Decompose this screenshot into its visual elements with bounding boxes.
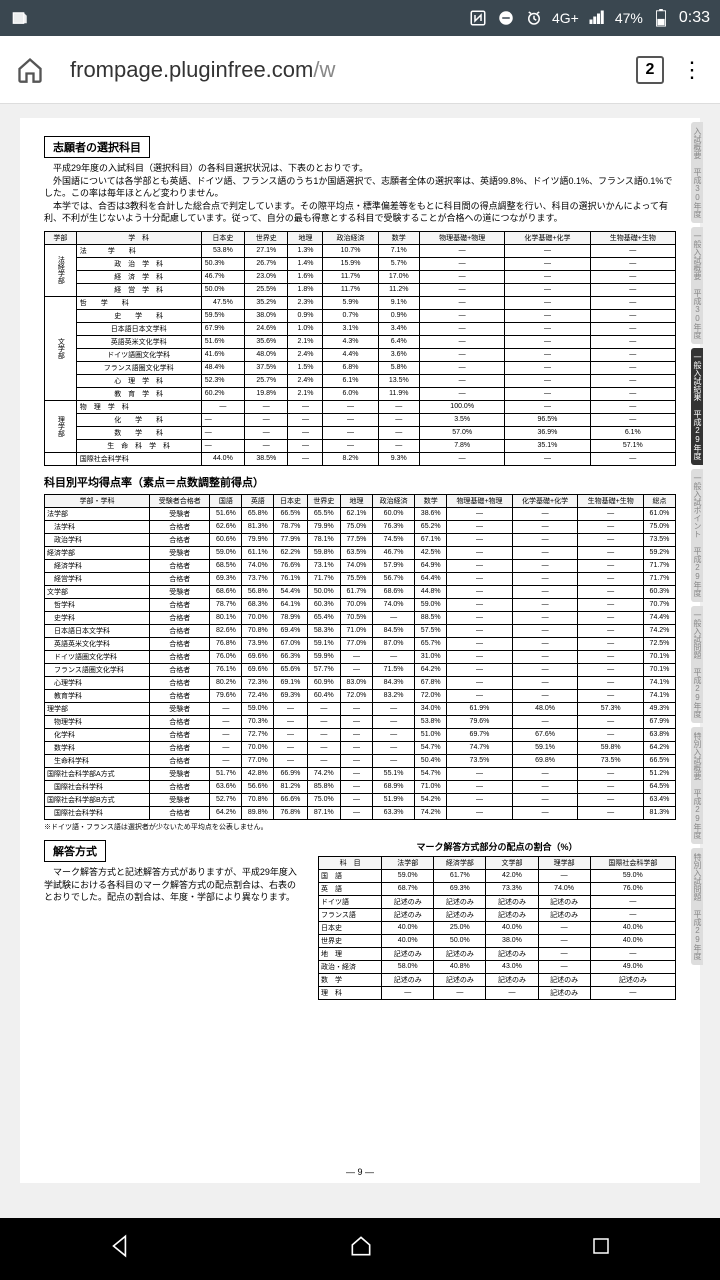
status-bar: 4G+ 47% 0:33 xyxy=(0,0,720,36)
webview[interactable]: 入試概要 平成30年度 一般入試概要 平成30年度 一般入試結果 平成29年度 … xyxy=(0,104,720,1218)
side-tab[interactable]: 特別入試問題 平成29年度 xyxy=(691,848,703,965)
network-type: 4G+ xyxy=(552,10,579,26)
side-tab[interactable]: 一般入試概要 平成30年度 xyxy=(691,227,703,344)
home-button[interactable] xyxy=(348,1233,374,1266)
side-tabs: 入試概要 平成30年度 一般入試概要 平成30年度 一般入試結果 平成29年度 … xyxy=(691,122,703,965)
clock: 0:33 xyxy=(679,9,710,27)
battery-icon xyxy=(651,8,671,28)
recent-button[interactable] xyxy=(589,1234,613,1265)
document-page: 入試概要 平成30年度 一般入試概要 平成30年度 一般入試結果 平成29年度 … xyxy=(20,118,700,1183)
signal-icon xyxy=(587,8,607,28)
menu-button[interactable]: ⋮ xyxy=(680,57,704,83)
table-selection: 学部学 科日本史世界史地理政治経済数学物理基礎+物理化学基礎+化学生物基礎+生物… xyxy=(44,231,676,466)
alarm-icon xyxy=(524,8,544,28)
battery-pct: 47% xyxy=(615,10,643,26)
system-nav xyxy=(0,1218,720,1280)
side-tab[interactable]: 一般入試問題 平成29年度 xyxy=(691,606,703,723)
nfc-icon xyxy=(468,8,488,28)
screenshot-icon xyxy=(10,8,30,28)
side-tab[interactable]: 特別入試概要 平成29年度 xyxy=(691,727,703,844)
intro-text: 平成29年度の入試科目（選択科目）の各科目選択状況は、下表のとおりです。 外国語… xyxy=(44,162,676,225)
section-3-title: 解答方式 xyxy=(44,840,106,862)
table-3-title: マーク解答方式部分の配点の割合（%） xyxy=(318,840,676,853)
side-tab[interactable]: 入試概要 平成30年度 xyxy=(691,122,703,223)
side-tab[interactable]: 一般入試ポイント 平成29年度 xyxy=(691,469,703,602)
browser-toolbar: frompage.pluginfree.com/w 2 ⋮ xyxy=(0,36,720,104)
side-tab-active[interactable]: 一般入試結果 平成29年度 xyxy=(691,348,703,465)
url-bar[interactable]: frompage.pluginfree.com/w xyxy=(60,53,620,87)
back-button[interactable] xyxy=(107,1233,133,1266)
tab-switcher[interactable]: 2 xyxy=(636,56,664,84)
answer-method-text: マーク解答方式と記述解答方式がありますが、平成29年度入学試験における各科目のマ… xyxy=(44,866,304,904)
page-number: — 9 — xyxy=(20,1167,700,1177)
home-icon[interactable] xyxy=(16,56,44,84)
section-1-title: 志願者の選択科目 xyxy=(44,136,150,158)
dnd-icon xyxy=(496,8,516,28)
section-2-title: 科目別平均得点率（素点＝点数調整前得点） xyxy=(44,474,676,490)
table-scores: 学部・学科受験者合格者国語英語日本史世界史地理政治経済数学物理基礎+物理化学基礎… xyxy=(44,494,676,820)
footnote: ※ドイツ語・フランス語は選択者が少ないため平均点を公表しません。 xyxy=(44,822,676,832)
table-mark-ratio: 科 目法学部経済学部文学部理学部国際社会科学部国 語59.0%61.7%42.0… xyxy=(318,856,676,1000)
